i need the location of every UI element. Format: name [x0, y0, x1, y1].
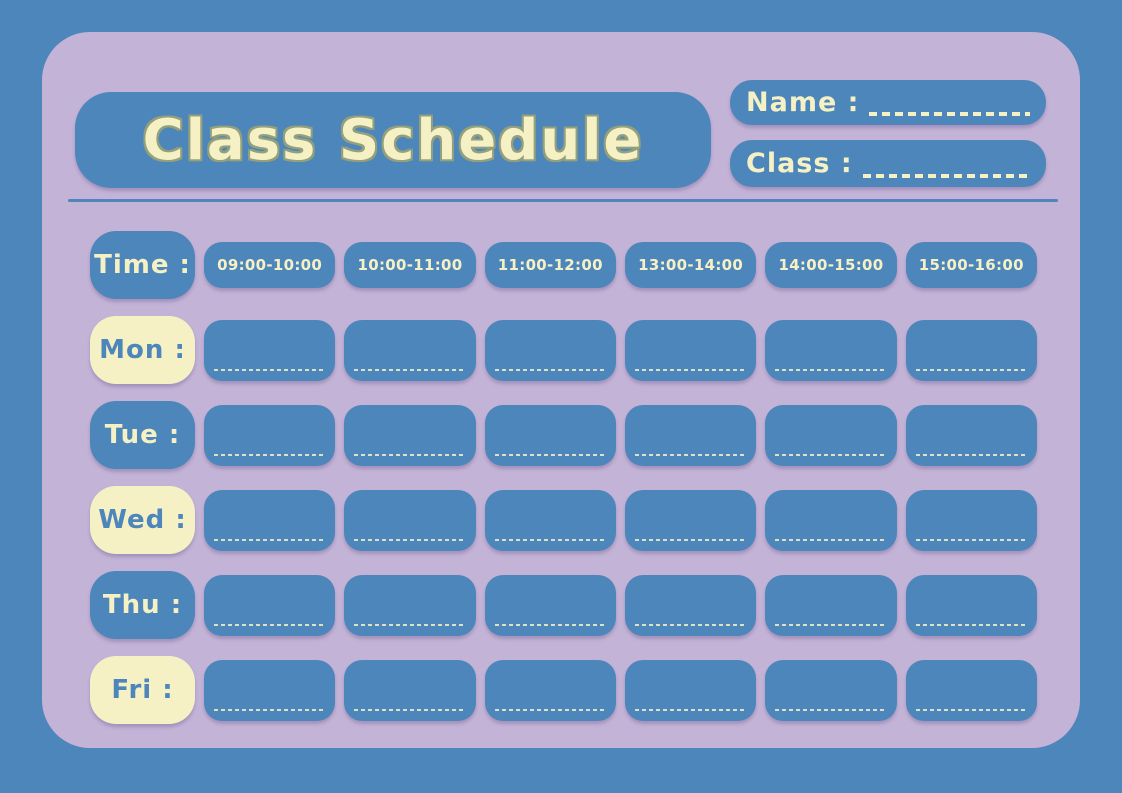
day-cells — [204, 659, 1037, 721]
day-label: Fri : — [90, 656, 195, 724]
schedule-cell[interactable] — [484, 659, 616, 721]
name-label: Name : — [746, 87, 860, 118]
schedule-cell[interactable] — [905, 489, 1037, 551]
class-input-line[interactable] — [862, 174, 1030, 178]
time-slot-header: 10:00-11:00 — [344, 242, 476, 288]
day-label: Wed : — [90, 486, 195, 554]
time-header-label: Time : — [90, 231, 195, 299]
name-field: Name : — [730, 80, 1046, 125]
schedule-cell[interactable] — [624, 489, 757, 551]
schedule-cell[interactable] — [905, 404, 1037, 466]
day-cells — [204, 489, 1037, 551]
day-cells — [204, 319, 1037, 381]
time-header-row: Time : 09:00-10:00 10:00-11:00 11:00-12:00… — [90, 231, 1037, 299]
name-input-line[interactable] — [869, 112, 1030, 116]
schedule-cell[interactable] — [204, 489, 336, 551]
schedule-card: Class Schedule Name : Class : Time : 09:… — [42, 32, 1080, 748]
title-box: Class Schedule — [75, 92, 711, 188]
schedule-cell[interactable] — [624, 659, 757, 721]
schedule-cell[interactable] — [905, 659, 1037, 721]
schedule-cell[interactable] — [765, 489, 897, 551]
day-row: Fri : — [90, 656, 1037, 724]
time-slot-header: 15:00-16:00 — [905, 242, 1037, 288]
day-label: Tue : — [90, 401, 195, 469]
schedule-cell[interactable] — [344, 659, 476, 721]
schedule-grid: Time : 09:00-10:00 10:00-11:00 11:00-12:00… — [90, 231, 1037, 741]
schedule-cell[interactable] — [484, 319, 616, 381]
page-title: Class Schedule — [142, 107, 644, 173]
time-slots: 09:00-10:00 10:00-11:00 11:00-12:00 13:00-1… — [204, 242, 1037, 288]
day-row: Wed : — [90, 486, 1037, 554]
time-slot-header: 13:00-14:00 — [624, 242, 757, 288]
schedule-cell[interactable] — [204, 404, 336, 466]
class-label: Class : — [746, 148, 853, 179]
schedule-cell[interactable] — [765, 404, 897, 466]
schedule-cell[interactable] — [204, 659, 336, 721]
schedule-cell[interactable] — [484, 404, 616, 466]
day-cells — [204, 574, 1037, 636]
day-cells — [204, 404, 1037, 466]
schedule-cell[interactable] — [484, 574, 616, 636]
schedule-cell[interactable] — [624, 574, 757, 636]
divider — [68, 199, 1058, 202]
time-slot-header: 11:00-12:00 — [484, 242, 616, 288]
schedule-cell[interactable] — [344, 574, 476, 636]
schedule-cell[interactable] — [765, 659, 897, 721]
schedule-cell[interactable] — [765, 574, 897, 636]
schedule-cell[interactable] — [905, 319, 1037, 381]
day-row: Mon : — [90, 316, 1037, 384]
schedule-cell[interactable] — [204, 574, 336, 636]
schedule-cell[interactable] — [624, 319, 757, 381]
day-row: Tue : — [90, 401, 1037, 469]
day-label: Thu : — [90, 571, 195, 639]
schedule-cell[interactable] — [905, 574, 1037, 636]
schedule-cell[interactable] — [204, 319, 336, 381]
schedule-cell[interactable] — [344, 489, 476, 551]
schedule-cell[interactable] — [624, 404, 757, 466]
day-rows: Mon : Tue : Wed : Thu : Fri : — [90, 316, 1037, 724]
schedule-cell[interactable] — [344, 404, 476, 466]
schedule-cell[interactable] — [344, 319, 476, 381]
time-slot-header: 14:00-15:00 — [765, 242, 897, 288]
schedule-cell[interactable] — [484, 489, 616, 551]
class-field: Class : — [730, 140, 1046, 187]
schedule-cell[interactable] — [765, 319, 897, 381]
day-row: Thu : — [90, 571, 1037, 639]
day-label: Mon : — [90, 316, 195, 384]
time-slot-header: 09:00-10:00 — [204, 242, 336, 288]
